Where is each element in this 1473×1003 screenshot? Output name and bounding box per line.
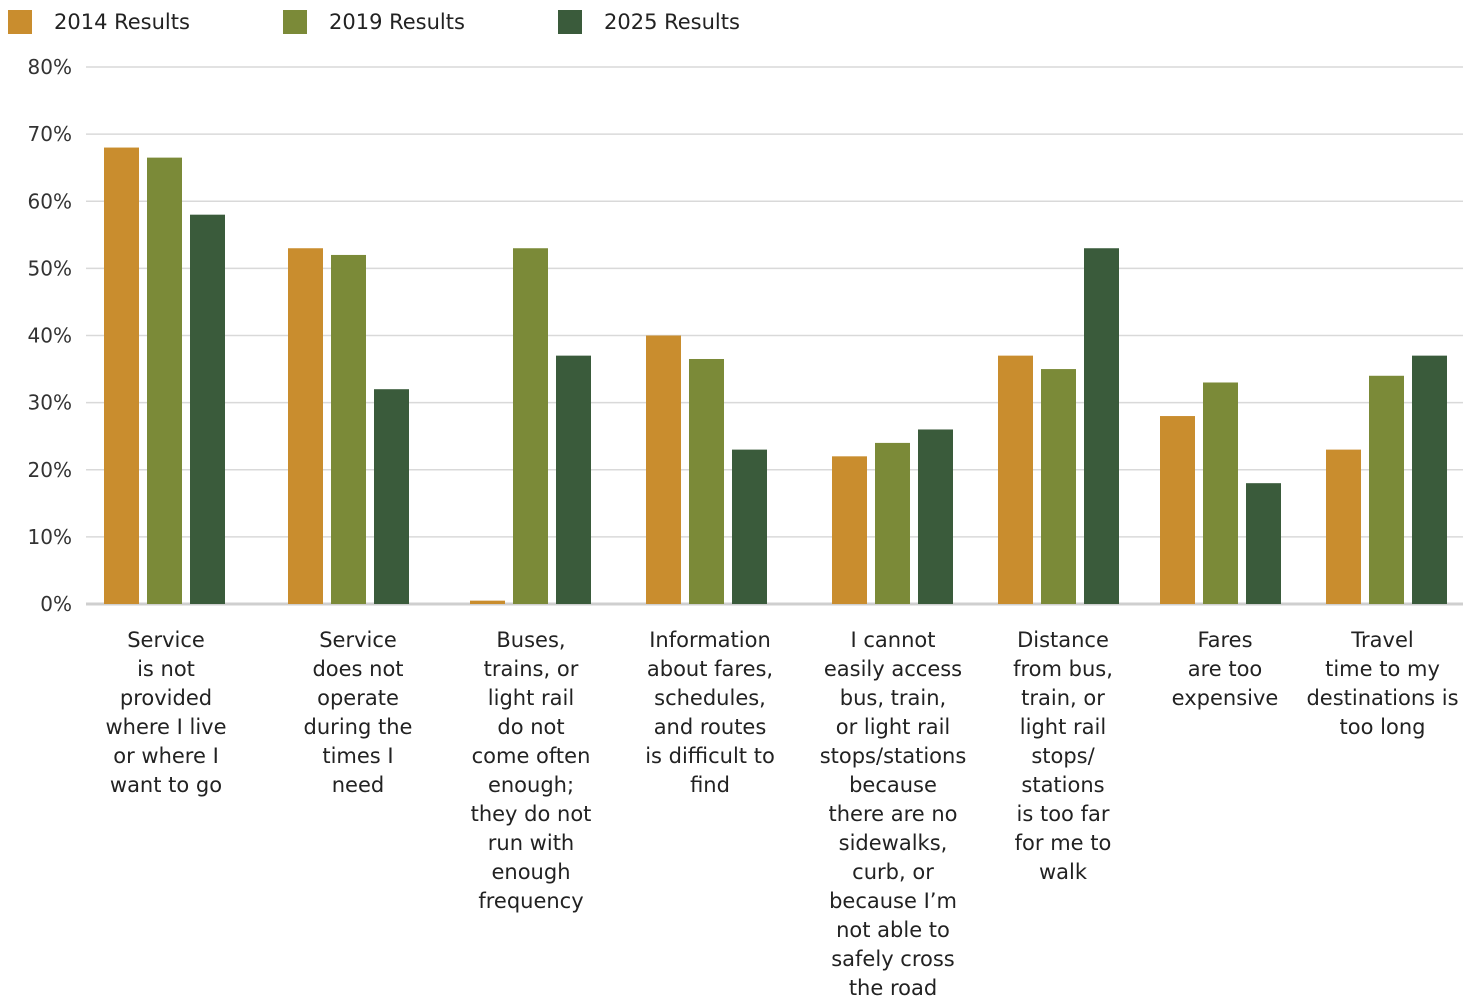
y-tick-label: 30%	[28, 391, 72, 415]
legend-item-2014: 2014 Results	[8, 8, 190, 36]
y-tick-label: 70%	[28, 122, 72, 146]
bar-2014-category-7	[1160, 416, 1195, 604]
category-label-access: I cannot easily access bus, train, or li…	[819, 628, 967, 1000]
legend-label-2019: 2019 Results	[329, 10, 465, 34]
bar-2014-category-5	[832, 456, 867, 604]
category-label-travel-time: Travel time to my destinations is too lo…	[1306, 628, 1459, 739]
bar-2014-category-2	[288, 248, 323, 605]
y-tick-label: 0%	[40, 592, 72, 616]
bar-2025-category-1	[190, 214, 225, 605]
y-tick-label: 10%	[28, 525, 72, 549]
bar-2019-category-6	[1041, 369, 1076, 604]
bar-2025-category-4	[732, 449, 767, 604]
category-label-distance: Distance from bus, train, or light rail …	[1013, 628, 1113, 884]
bar-2019-category-5	[875, 442, 910, 604]
bar-2019-category-7	[1203, 382, 1238, 604]
y-tick-label: 20%	[28, 458, 72, 482]
y-tick-label: 50%	[28, 256, 72, 280]
bar-2019-category-3	[513, 248, 548, 605]
legend-swatch-2025	[558, 10, 582, 34]
legend-swatch-2014	[8, 10, 32, 34]
bar-2014-category-1	[104, 147, 139, 605]
category-label-information: Information about fares, schedules, and …	[645, 628, 775, 797]
bar-2014-category-8	[1326, 449, 1361, 604]
bar-2019-category-2	[331, 254, 366, 604]
legend-item-2025: 2025 Results	[558, 8, 740, 36]
legend-swatch-2019	[283, 10, 307, 34]
bar-2014-category-6	[998, 355, 1033, 604]
bar-2019-category-4	[689, 358, 724, 604]
bar-2025-category-2	[374, 389, 409, 604]
y-tick-label: 80%	[28, 55, 72, 79]
category-label-service-not-operate: Service does not operate during the time…	[303, 628, 413, 797]
category-label-fares: Fares are too expensive	[1171, 628, 1279, 710]
bar-2019-category-8	[1369, 375, 1404, 604]
bar-2019-category-1	[147, 157, 182, 604]
bar-2025-category-3	[556, 355, 591, 604]
category-label-service-not-provided: Service is not provided where I live or …	[105, 628, 227, 797]
legend-label-2025: 2025 Results	[604, 10, 740, 34]
category-label-frequency: Buses, trains, or light rail do not come…	[470, 628, 592, 913]
bar-2025-category-7	[1246, 483, 1281, 604]
bar-2025-category-6	[1084, 248, 1119, 605]
y-tick-label: 60%	[28, 189, 72, 213]
bar-2025-category-5	[918, 429, 953, 604]
y-tick-label: 40%	[28, 324, 72, 348]
legend-item-2019: 2019 Results	[283, 8, 465, 36]
legend-label-2014: 2014 Results	[54, 10, 190, 34]
bar-2014-category-4	[646, 335, 681, 604]
bar-2014-category-3	[470, 600, 505, 604]
bar-2025-category-8	[1412, 355, 1447, 604]
